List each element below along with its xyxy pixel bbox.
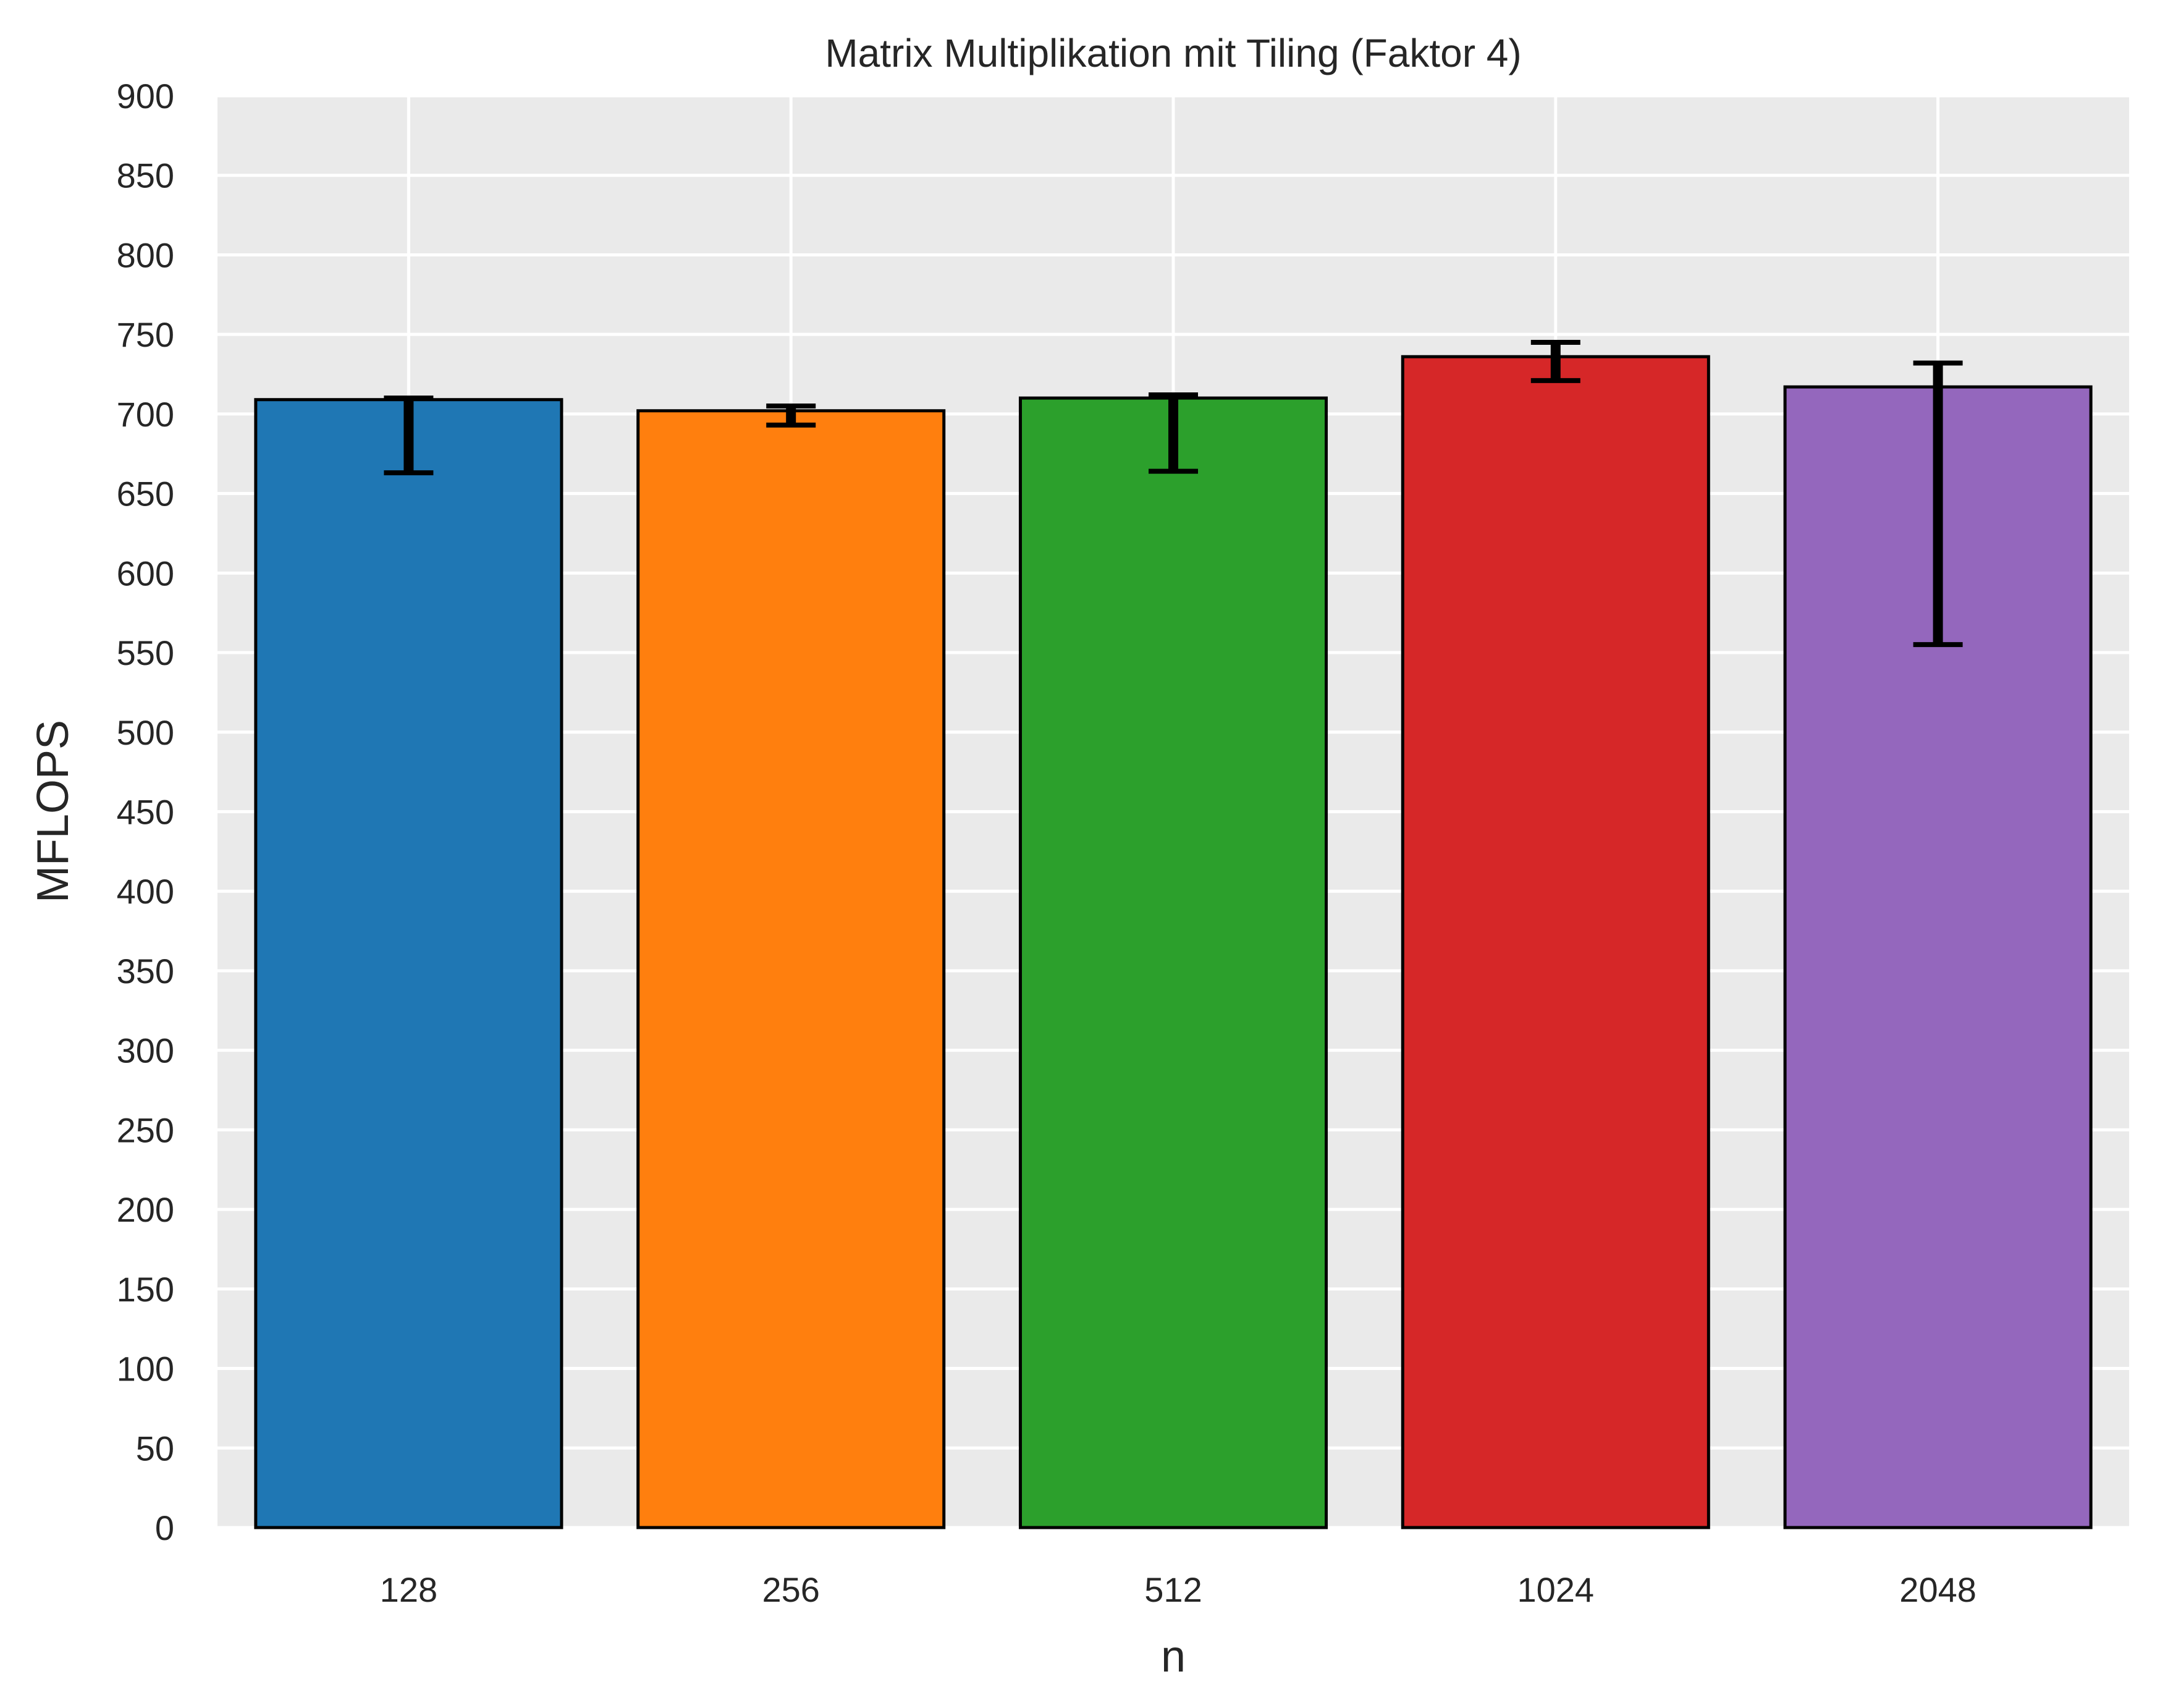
- bars: [254, 355, 2093, 1529]
- y-tick-label: 650: [117, 475, 174, 514]
- x-tick-labels: 128 256 512 1024 2048: [380, 1570, 1976, 1609]
- y-tick-label: 100: [117, 1350, 174, 1389]
- bar-512: [1018, 396, 1328, 1529]
- y-tick-label: 300: [117, 1031, 174, 1070]
- x-axis-label: n: [1161, 1632, 1186, 1681]
- bar-128: [254, 398, 563, 1529]
- y-tick-label: 450: [117, 793, 174, 832]
- bar-256: [636, 409, 946, 1529]
- y-tick-labels: 0 50 100 150 200 250 300 350 400 450 500 550 600 650 7…: [117, 77, 174, 1547]
- y-tick-label: 50: [136, 1429, 174, 1468]
- y-tick-label: 250: [117, 1110, 174, 1149]
- bar-1024: [1401, 355, 1710, 1529]
- y-axis-label: MFLOPS: [28, 720, 78, 903]
- y-tick-label: 550: [117, 633, 174, 672]
- error-bars: [384, 340, 1963, 648]
- y-tick-label: 200: [117, 1190, 174, 1229]
- y-tick-label: 800: [117, 235, 174, 274]
- y-tick-label: 150: [117, 1270, 174, 1309]
- x-tick-label: 512: [1144, 1570, 1202, 1609]
- y-tick-label: 700: [117, 395, 174, 434]
- y-tick-label: 600: [117, 554, 174, 593]
- x-tick-label: 128: [380, 1570, 437, 1609]
- y-tick-label: 500: [117, 713, 174, 752]
- y-tick-label: 350: [117, 952, 174, 991]
- y-tick-label: 850: [117, 156, 174, 195]
- chart-title: Matrix Multiplikation mit Tiling (Faktor…: [825, 31, 1521, 75]
- x-tick-label: 1024: [1517, 1570, 1595, 1609]
- y-tick-label: 0: [155, 1508, 174, 1547]
- x-tick-label: 256: [762, 1570, 819, 1609]
- x-tick-label: 2048: [1899, 1570, 1976, 1609]
- y-tick-label: 750: [117, 315, 174, 354]
- y-tick-label: 900: [117, 77, 174, 116]
- y-tick-label: 400: [117, 872, 174, 911]
